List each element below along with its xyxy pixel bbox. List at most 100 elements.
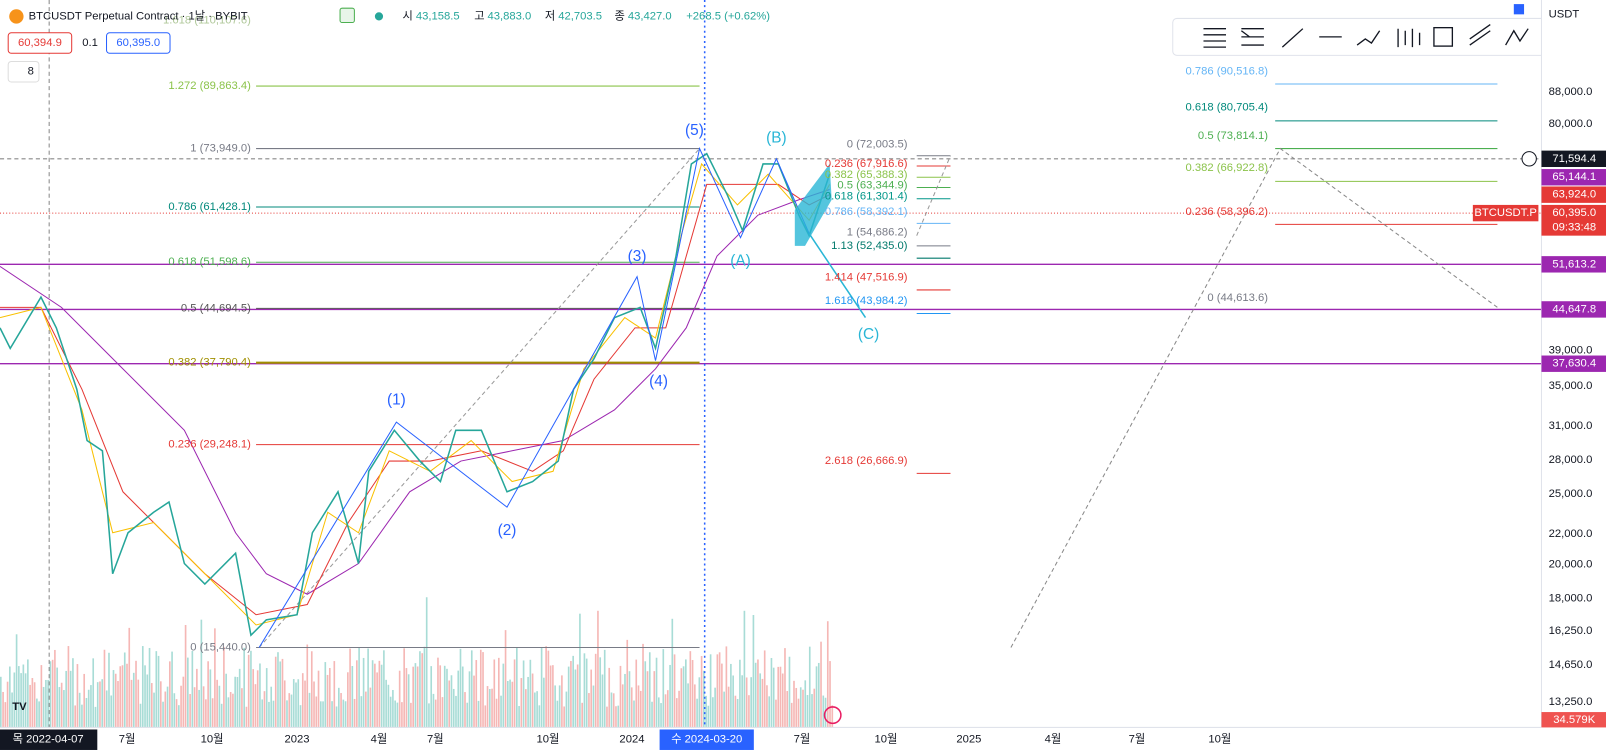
volume-bar <box>581 702 583 728</box>
indicator-count[interactable]: 8 <box>28 66 34 78</box>
volume-bar <box>367 648 369 728</box>
volume-bar <box>811 694 813 728</box>
indicator-toggle[interactable] <box>7 60 40 83</box>
volume-bar <box>547 650 550 728</box>
volume-bar <box>734 695 737 728</box>
volume-bar <box>47 679 49 728</box>
volume-bar <box>22 664 25 728</box>
volume-bar <box>479 649 482 728</box>
price-axis <box>1541 0 1606 751</box>
ohlc-value: 43,427.0 <box>628 10 672 22</box>
add-alert[interactable] <box>1521 151 1537 167</box>
status <box>339 7 355 24</box>
volume-bar <box>513 659 516 728</box>
volume-bar <box>274 656 277 728</box>
time-label: 7월 <box>794 733 811 746</box>
volume-bar <box>439 665 442 728</box>
volume-bar <box>286 700 288 728</box>
volume-bar <box>493 659 496 728</box>
logo[interactable]: TV <box>12 701 27 713</box>
volume-bar <box>522 660 525 728</box>
volume-bar <box>675 698 678 728</box>
volume-bar <box>727 686 730 728</box>
volume-bar <box>694 684 696 728</box>
buy-button[interactable] <box>106 32 171 54</box>
price-badge: 65,144.1 <box>1552 171 1596 183</box>
volume-bar <box>491 688 493 728</box>
ask[interactable]: 60,395.0 <box>116 37 160 49</box>
volume-bar <box>687 683 689 728</box>
volume-bar <box>608 667 611 728</box>
volume-bar <box>446 668 448 728</box>
ohlc-change: +268.5 (+0.62%) <box>686 10 770 22</box>
volume-bar <box>639 690 642 728</box>
volume-bar <box>175 699 178 728</box>
volume-bar <box>457 670 460 728</box>
ohlc-value: 43,158.5 <box>416 10 460 22</box>
volume-bar <box>718 652 721 728</box>
volume-bar <box>500 695 502 728</box>
volume-bar <box>214 628 216 728</box>
volume-bar <box>295 682 297 728</box>
price-badge: 44,647.8 <box>1552 303 1596 315</box>
sell-button[interactable] <box>7 32 73 54</box>
volume-bar <box>466 702 469 728</box>
volume-bar <box>74 705 76 728</box>
volume-bar <box>144 665 146 728</box>
volume-bar <box>567 666 570 728</box>
volume-bar <box>254 684 257 728</box>
time-label: 4월 <box>1045 733 1062 746</box>
scale-lock[interactable] <box>1513 4 1525 15</box>
volume-bar <box>739 659 741 728</box>
price-path <box>0 152 831 637</box>
volume-bar <box>184 625 187 728</box>
bid[interactable]: 60,394.9 <box>18 37 62 49</box>
volume-bar <box>802 689 804 728</box>
volume-bar <box>92 658 95 728</box>
volume-bar <box>407 674 410 728</box>
volume-bar <box>313 681 315 728</box>
time-label: 2024 <box>619 734 644 746</box>
volume-bar <box>164 691 167 728</box>
wave-label: (3) <box>628 248 647 265</box>
volume-bar <box>182 676 185 728</box>
fib-label: 0.786 (58,392.1) <box>825 206 908 218</box>
volume-bar <box>301 673 304 728</box>
volume-bar <box>525 689 527 728</box>
volume-bar <box>725 646 728 728</box>
volume-bar <box>13 672 16 728</box>
volume-bar <box>741 675 743 728</box>
time-label: 10월 <box>201 733 224 746</box>
volume-bar <box>187 657 189 728</box>
volume-bar <box>87 689 90 728</box>
symbol-title[interactable]: BTCUSDT Perpetual Contract · 1날 · BYBIT <box>29 9 248 22</box>
volume-bar <box>788 656 791 728</box>
volume-bar <box>509 679 511 728</box>
price-label: 20,000.0 <box>1549 558 1593 570</box>
volume-bar <box>90 685 92 728</box>
volume-bar <box>680 668 683 728</box>
volume-bar <box>712 697 714 728</box>
volume-bar <box>383 650 385 728</box>
volume-bar <box>621 684 624 728</box>
volume-bar <box>707 705 710 728</box>
volume-bar <box>103 649 106 728</box>
volume-bar <box>40 665 43 728</box>
volume-bar <box>94 706 97 728</box>
fib-label: 1.272 (89,863.4) <box>168 80 251 92</box>
volume-bar <box>425 597 428 728</box>
volume-bar <box>768 696 771 728</box>
volume-bar <box>270 686 273 728</box>
volume-bar <box>220 703 223 728</box>
time-label: 7월 <box>427 733 444 746</box>
volume-bar <box>178 705 180 728</box>
volume-bar <box>207 661 209 728</box>
volume-bar <box>504 630 507 728</box>
volume-bar <box>705 695 707 728</box>
flash-icon[interactable] <box>823 706 842 725</box>
fib-label: 1 (54,686.2) <box>847 227 908 239</box>
volume-bar <box>126 663 128 728</box>
volume-bar <box>579 613 581 728</box>
volume-bar <box>752 615 755 728</box>
volume-bar <box>606 706 608 728</box>
